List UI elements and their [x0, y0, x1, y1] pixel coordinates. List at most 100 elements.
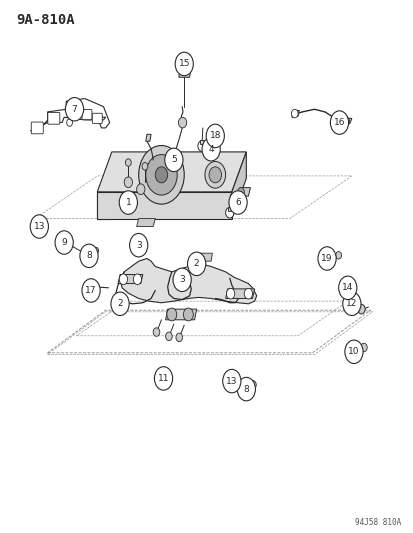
Text: 6: 6: [235, 198, 240, 207]
Polygon shape: [165, 309, 196, 320]
FancyBboxPatch shape: [47, 112, 60, 124]
Circle shape: [204, 161, 225, 188]
Polygon shape: [34, 222, 41, 228]
Circle shape: [125, 159, 131, 166]
Text: 16: 16: [333, 118, 344, 127]
Text: 2: 2: [193, 260, 199, 268]
Circle shape: [60, 237, 70, 250]
Text: 5: 5: [171, 156, 176, 164]
Circle shape: [237, 377, 255, 401]
Circle shape: [225, 207, 233, 218]
Circle shape: [145, 155, 177, 195]
Text: 3: 3: [135, 241, 141, 249]
Text: 1: 1: [125, 198, 131, 207]
Circle shape: [133, 274, 141, 285]
Circle shape: [65, 98, 83, 121]
Text: 7: 7: [71, 105, 77, 114]
Polygon shape: [97, 192, 231, 219]
Circle shape: [164, 148, 183, 172]
Circle shape: [129, 233, 147, 257]
Polygon shape: [231, 152, 246, 219]
Circle shape: [165, 332, 172, 341]
Text: 8: 8: [86, 252, 92, 260]
Circle shape: [197, 141, 206, 151]
Polygon shape: [200, 140, 203, 144]
Circle shape: [228, 191, 247, 214]
Polygon shape: [228, 207, 231, 211]
Circle shape: [119, 191, 137, 214]
Circle shape: [342, 292, 360, 316]
Circle shape: [226, 288, 234, 299]
Circle shape: [249, 381, 256, 389]
Text: 9: 9: [61, 238, 67, 247]
Circle shape: [55, 231, 73, 254]
Polygon shape: [291, 110, 299, 117]
Polygon shape: [118, 274, 142, 284]
Text: 11: 11: [157, 374, 169, 383]
Circle shape: [176, 333, 182, 342]
Circle shape: [136, 184, 145, 195]
Circle shape: [335, 252, 341, 259]
Circle shape: [225, 373, 235, 386]
Circle shape: [344, 340, 362, 364]
Circle shape: [348, 344, 358, 357]
Text: 17: 17: [85, 286, 97, 295]
Circle shape: [155, 167, 167, 183]
Polygon shape: [322, 254, 332, 260]
Circle shape: [338, 276, 356, 300]
Circle shape: [111, 292, 129, 316]
Text: 15: 15: [178, 60, 190, 68]
Circle shape: [330, 111, 348, 134]
Polygon shape: [97, 152, 246, 192]
Circle shape: [345, 298, 356, 312]
Polygon shape: [145, 134, 151, 141]
Circle shape: [178, 117, 186, 128]
Circle shape: [175, 52, 193, 76]
Circle shape: [291, 109, 297, 118]
Text: 14: 14: [341, 284, 353, 292]
Polygon shape: [120, 259, 256, 304]
Text: 10: 10: [347, 348, 359, 356]
Circle shape: [206, 124, 224, 148]
Text: 12: 12: [345, 300, 357, 308]
Polygon shape: [225, 289, 254, 298]
Circle shape: [357, 304, 364, 314]
Circle shape: [244, 288, 252, 299]
Text: 19: 19: [320, 254, 332, 263]
FancyBboxPatch shape: [82, 109, 92, 119]
Circle shape: [142, 163, 147, 170]
Circle shape: [166, 308, 176, 321]
Polygon shape: [178, 70, 190, 77]
Text: 13: 13: [225, 377, 237, 385]
Circle shape: [30, 215, 48, 238]
Circle shape: [187, 252, 205, 276]
Circle shape: [66, 119, 72, 126]
Circle shape: [153, 328, 159, 336]
Polygon shape: [237, 188, 250, 196]
Text: 18: 18: [209, 132, 221, 140]
Polygon shape: [136, 219, 155, 227]
FancyBboxPatch shape: [92, 113, 102, 123]
Polygon shape: [107, 195, 229, 216]
Circle shape: [183, 308, 193, 321]
Circle shape: [222, 369, 240, 393]
Text: 13: 13: [33, 222, 45, 231]
Circle shape: [85, 253, 92, 261]
Circle shape: [342, 117, 349, 125]
Circle shape: [119, 274, 127, 285]
Text: 94J58 810A: 94J58 810A: [354, 518, 401, 527]
Polygon shape: [97, 192, 112, 219]
Text: 3: 3: [179, 276, 185, 284]
FancyBboxPatch shape: [31, 122, 43, 134]
Circle shape: [154, 367, 172, 390]
Polygon shape: [341, 118, 351, 124]
Circle shape: [317, 247, 335, 270]
Circle shape: [202, 138, 220, 161]
Circle shape: [343, 284, 351, 294]
Text: 2: 2: [117, 300, 123, 308]
Circle shape: [80, 244, 98, 268]
Circle shape: [93, 247, 98, 254]
Text: 9A-810A: 9A-810A: [17, 13, 75, 27]
Circle shape: [138, 146, 184, 204]
Polygon shape: [194, 253, 212, 261]
